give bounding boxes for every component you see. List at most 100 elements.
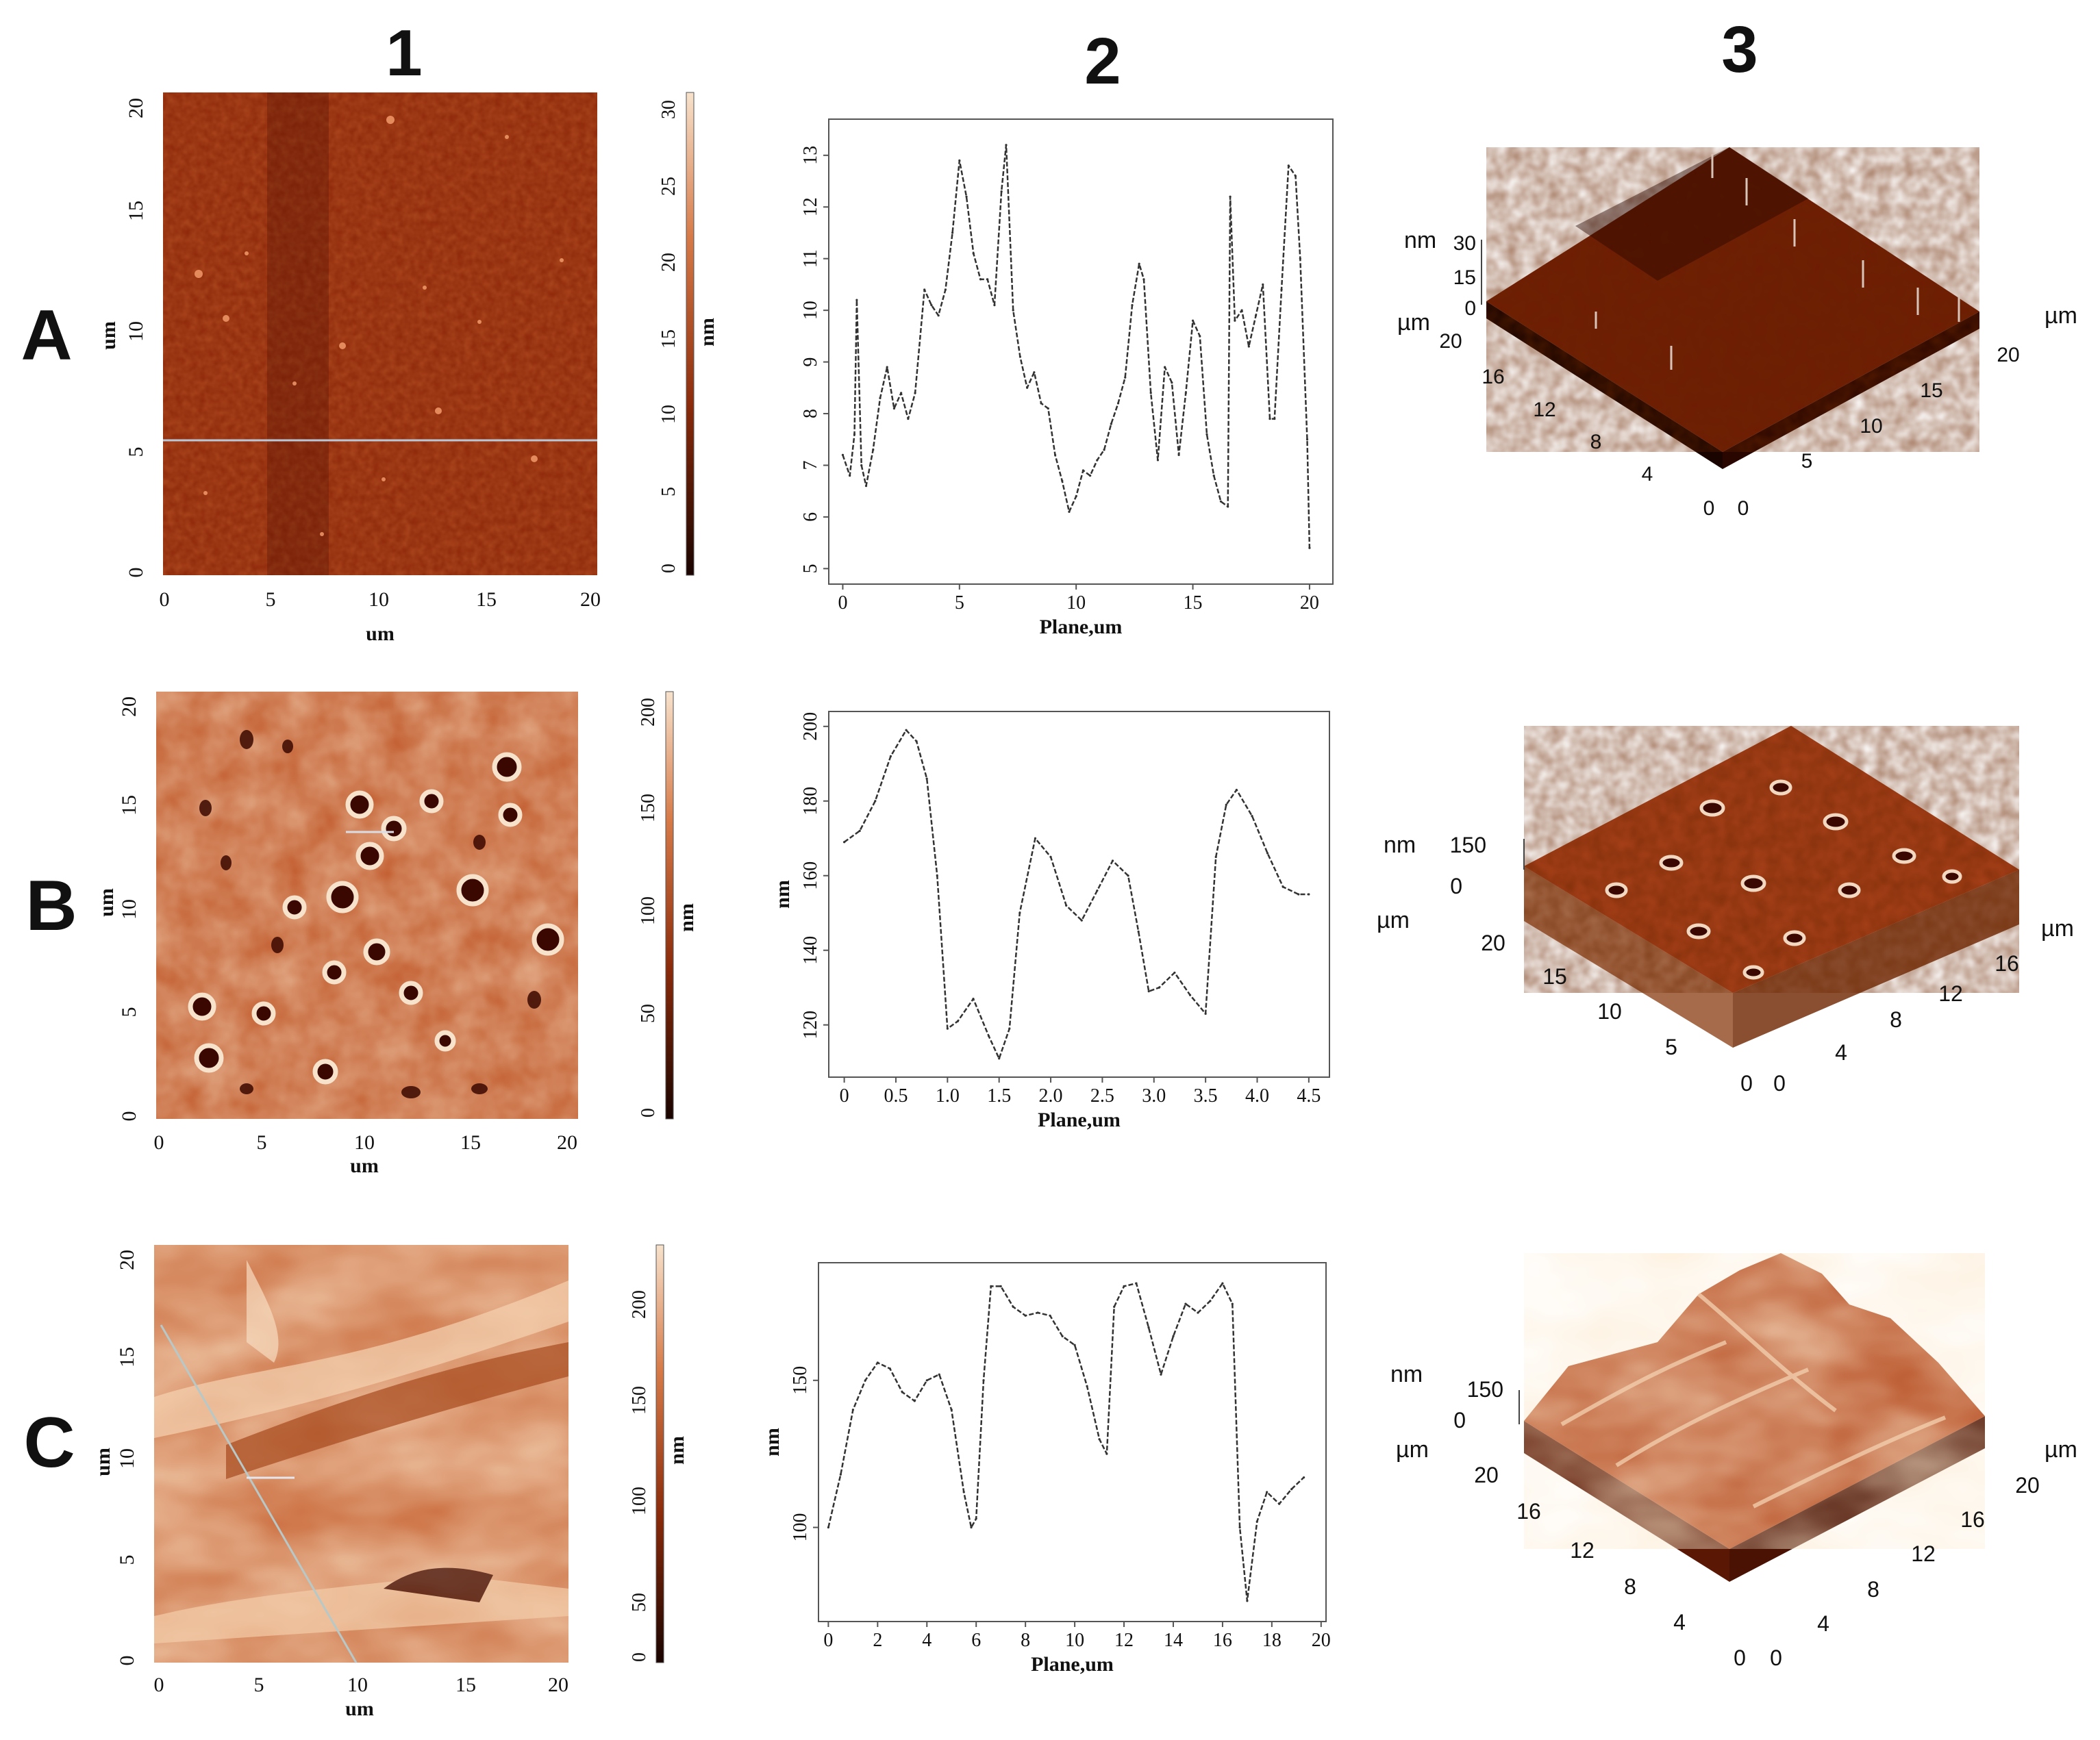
colorbar-tick: 200 [638, 698, 659, 727]
colorbar-b [665, 691, 674, 1120]
profile-data-point [1018, 911, 1021, 914]
z-tick: 0 [1453, 1408, 1466, 1433]
profile-data-point [1297, 893, 1300, 896]
colorbar-tick: 200 [629, 1290, 650, 1319]
profile-data-point [1147, 1326, 1150, 1329]
profile-data-point [1008, 1027, 1011, 1030]
profile-data-point [1005, 144, 1008, 147]
row-label-c: C [23, 1403, 75, 1483]
column-header-3: 3 [1721, 13, 1758, 86]
left-axis-tick: 16 [1482, 366, 1504, 388]
y-tick-label: 10 [800, 301, 821, 320]
profile-data-point [958, 159, 961, 162]
surface-c-z-label: nm [1390, 1361, 1423, 1387]
profile-data-point [1184, 1302, 1187, 1305]
panel-a2-profile: 0 5 10 15 20 5 6 7 8 9 10 11 12 13 Plane,um [800, 118, 1334, 638]
profile-data-point [1199, 335, 1201, 338]
surface-c-z-ticks: 150 0 [1453, 1377, 1503, 1433]
right-axis-tick: 8 [1867, 1577, 1879, 1602]
profile-data-point [1308, 546, 1311, 549]
profile-data-point [1294, 175, 1297, 177]
surface-a-left-axis-ticks: 20 16 12 8 4 0 [1439, 330, 1714, 520]
profile-data-point [1061, 1335, 1064, 1337]
surface-c-right-axis-label: µm [2045, 1437, 2077, 1463]
profile-data-point [965, 195, 968, 198]
profile-data-point [849, 474, 851, 477]
surface-pores [1605, 779, 1962, 980]
z-tick: 0 [1450, 874, 1462, 898]
profile-data-point [1137, 930, 1140, 933]
profile-data-point [1086, 1385, 1088, 1387]
colorbar-tick: 5 [658, 487, 679, 496]
profile-data-point [1156, 459, 1160, 462]
profile-data-point [990, 1285, 992, 1287]
x-tick-label: 14 [1164, 1630, 1183, 1651]
profile-data-point [1073, 1344, 1076, 1346]
y-tick-label: 180 [800, 787, 821, 816]
left-axis-tick: 15 [1542, 964, 1567, 989]
row-label-a: A [21, 296, 72, 375]
x-tick: 5 [257, 1131, 267, 1154]
profile-data-point [827, 1526, 829, 1529]
profile-data-point [843, 841, 846, 844]
profile-data-point [1299, 257, 1301, 260]
colorbar-a-ticks: 0 5 10 15 20 25 30 [658, 100, 679, 573]
profile-data-point [1278, 1502, 1281, 1505]
surface-side-right [1733, 870, 2019, 1048]
x-tick-label: 15 [1184, 592, 1203, 614]
x-tick-label: 6 [971, 1630, 981, 1651]
left-axis-tick: 12 [1570, 1538, 1595, 1563]
profile-data-point [1197, 1311, 1199, 1314]
profile-data-point [944, 288, 947, 291]
surface-c-left-axis-label: µm [1396, 1437, 1429, 1463]
profile-data-point [1287, 164, 1290, 167]
colorbar-tick: 20 [658, 253, 679, 272]
profile-data-point [1127, 874, 1129, 877]
profile-data-point [1034, 837, 1037, 840]
right-axis-tick: 0 [1770, 1646, 1782, 1670]
y-tick: 10 [118, 899, 140, 920]
y-tick: 20 [125, 98, 147, 118]
left-axis-tick: 0 [1734, 1646, 1746, 1670]
y-tick-label: 12 [800, 197, 821, 216]
z-tick: 30 [1453, 232, 1476, 255]
profile-data-point [1240, 309, 1243, 312]
profile-data-point [1149, 392, 1152, 394]
profile-data-point [1082, 469, 1085, 472]
plot-frame [828, 118, 1334, 585]
left-axis-tick: 4 [1673, 1610, 1686, 1635]
y-tick-label: 7 [800, 460, 821, 470]
right-axis-tick: 20 [2015, 1473, 2040, 1498]
x-tick: 5 [266, 588, 276, 611]
colorbar-tick: 0 [658, 564, 679, 573]
x-tick: 5 [254, 1674, 264, 1696]
profile-data-point [1204, 1012, 1207, 1015]
x-tick-label: 0.5 [884, 1085, 908, 1107]
z-tick: 15 [1453, 266, 1476, 289]
profile-data-point [914, 392, 916, 394]
plot-frame [818, 1262, 1327, 1622]
x-axis-label: Plane,um [1040, 616, 1123, 638]
profile-data-point [982, 1379, 985, 1382]
profile-data-point [1116, 402, 1120, 405]
profile-data-point [993, 304, 996, 307]
colorbar-tick: 150 [638, 794, 659, 822]
colorbar-a-label: nm [696, 318, 718, 346]
profile-data-point [1191, 319, 1195, 322]
surface-b-left-axis-ticks: 20 15 10 5 0 [1481, 931, 1753, 1096]
y-tick-label: 100 [790, 1513, 811, 1542]
profile-data-point [1049, 1314, 1051, 1317]
profile-data-point [1135, 1282, 1138, 1285]
profile-data-point [930, 304, 933, 307]
profile-data-point [851, 1409, 854, 1411]
profile-data-point [1188, 994, 1192, 996]
profile-data-point [1280, 288, 1283, 291]
y-tick-label: 8 [800, 409, 821, 418]
profile-data-point [1049, 855, 1052, 859]
y-tick-label: 140 [800, 936, 821, 965]
left-axis-tick: 10 [1597, 999, 1622, 1024]
profile-data-point [1273, 417, 1276, 420]
profile-data-point [1096, 459, 1099, 462]
x-axis-label: Plane,um [1031, 1653, 1114, 1676]
colorbar-c-ticks: 0 50 100 150 200 [629, 1290, 650, 1662]
